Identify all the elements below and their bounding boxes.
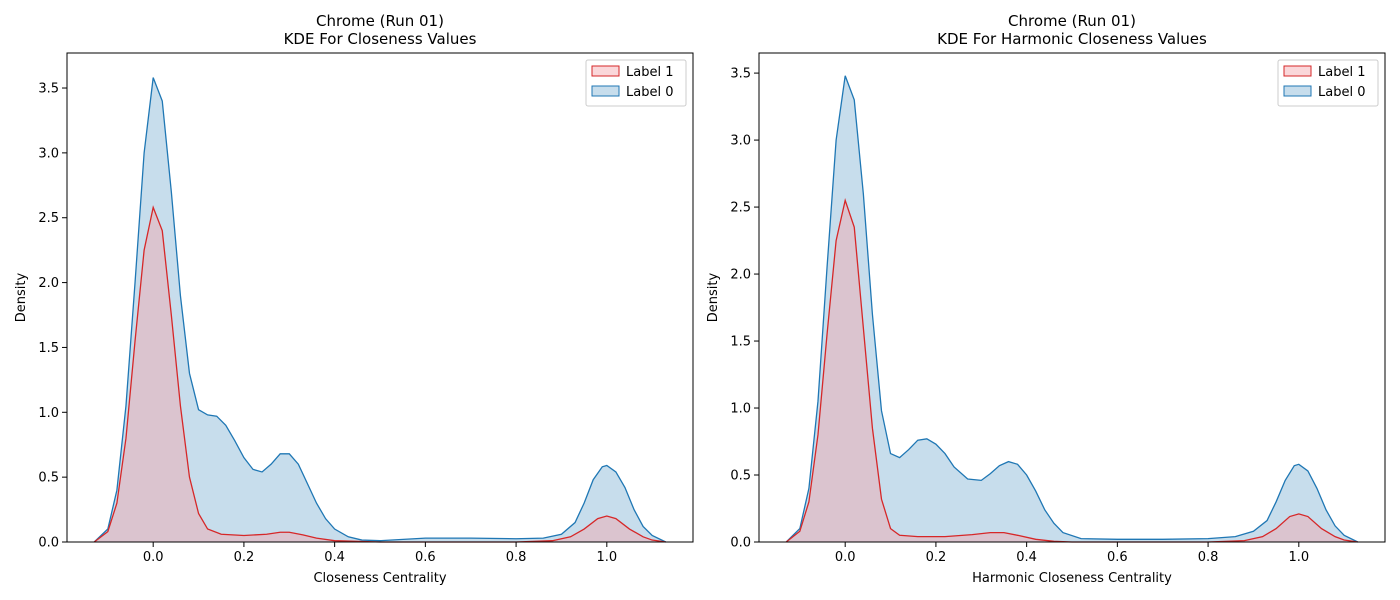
plot-frame bbox=[66, 52, 694, 543]
chart-2: Chrome (Run 01)KDE For Harmonic Closenes… bbox=[706, 12, 1386, 586]
x-tick-label: 0.0 bbox=[835, 550, 856, 565]
legend-swatch-label-1 bbox=[1283, 65, 1312, 77]
y-tick-label: 1.0 bbox=[730, 402, 751, 417]
legend-label-label-1: Label 1 bbox=[626, 65, 673, 80]
plot-frame bbox=[758, 52, 1386, 543]
chart-title: Chrome (Run 01) bbox=[1008, 12, 1136, 30]
series-line-label-1 bbox=[93, 205, 666, 543]
series-area-label-0 bbox=[94, 77, 666, 542]
legend-box bbox=[1277, 59, 1379, 107]
y-axis-label: Density bbox=[706, 272, 721, 322]
x-tick-label: 0.4 bbox=[1016, 550, 1037, 565]
y-tick-label: 3.5 bbox=[730, 67, 751, 82]
y-tick-label: 0.0 bbox=[38, 536, 59, 551]
series-line-label-0 bbox=[785, 75, 1359, 543]
x-tick-label: 0.2 bbox=[234, 550, 255, 565]
y-axis-label: Density bbox=[14, 272, 29, 322]
x-tick-label: 0.4 bbox=[324, 550, 345, 565]
chart-title: Chrome (Run 01) bbox=[316, 12, 444, 30]
y-tick-label: 3.0 bbox=[730, 134, 751, 149]
series-area-label-0 bbox=[786, 75, 1358, 542]
series-area-label-1 bbox=[786, 200, 1358, 542]
y-tick-label: 2.5 bbox=[38, 211, 59, 226]
x-tick-label: 1.0 bbox=[596, 550, 617, 565]
series-area-label-1 bbox=[94, 207, 666, 542]
x-axis-label: Closeness Centrality bbox=[313, 571, 446, 586]
y-tick-label: 1.5 bbox=[730, 335, 751, 350]
chart-subtitle: KDE For Harmonic Closeness Values bbox=[937, 30, 1207, 48]
legend-label-label-0: Label 0 bbox=[626, 85, 673, 100]
x-tick-label: 0.8 bbox=[1198, 550, 1219, 565]
y-tick-label: 0.5 bbox=[38, 471, 59, 486]
legend-swatch-label-0 bbox=[591, 85, 620, 97]
y-tick-label: 1.5 bbox=[38, 341, 59, 356]
x-tick-label: 0.2 bbox=[926, 550, 947, 565]
legend-swatch-label-1 bbox=[591, 65, 620, 77]
x-axis-label: Harmonic Closeness Centrality bbox=[972, 571, 1172, 586]
y-tick-label: 0.5 bbox=[730, 469, 751, 484]
y-tick-label: 2.0 bbox=[38, 276, 59, 291]
y-tick-label: 1.0 bbox=[38, 406, 59, 421]
legend-label-label-0: Label 0 bbox=[1318, 85, 1365, 100]
y-tick-label: 2.5 bbox=[730, 201, 751, 216]
y-tick-label: 2.0 bbox=[730, 268, 751, 283]
x-tick-label: 0.6 bbox=[1107, 550, 1128, 565]
legend: Label 1 Label 0 bbox=[585, 59, 687, 107]
series-line-label-1 bbox=[785, 197, 1358, 543]
legend: Label 1 Label 0 bbox=[1277, 59, 1379, 107]
legend-box bbox=[585, 59, 687, 107]
x-tick-label: 1.0 bbox=[1288, 550, 1309, 565]
chart-subtitle: KDE For Closeness Values bbox=[284, 30, 477, 48]
y-tick-label: 0.0 bbox=[730, 536, 751, 551]
legend-swatch-label-0 bbox=[1283, 85, 1312, 97]
y-tick-label: 3.0 bbox=[38, 146, 59, 161]
x-tick-label: 0.6 bbox=[415, 550, 436, 565]
x-tick-label: 0.0 bbox=[143, 550, 164, 565]
y-tick-label: 3.5 bbox=[38, 82, 59, 97]
chart-1: Chrome (Run 01)KDE For Closeness Values 0… bbox=[14, 12, 694, 586]
legend-label-label-1: Label 1 bbox=[1318, 65, 1365, 80]
x-tick-label: 0.8 bbox=[506, 550, 527, 565]
series-line-label-0 bbox=[93, 77, 667, 543]
